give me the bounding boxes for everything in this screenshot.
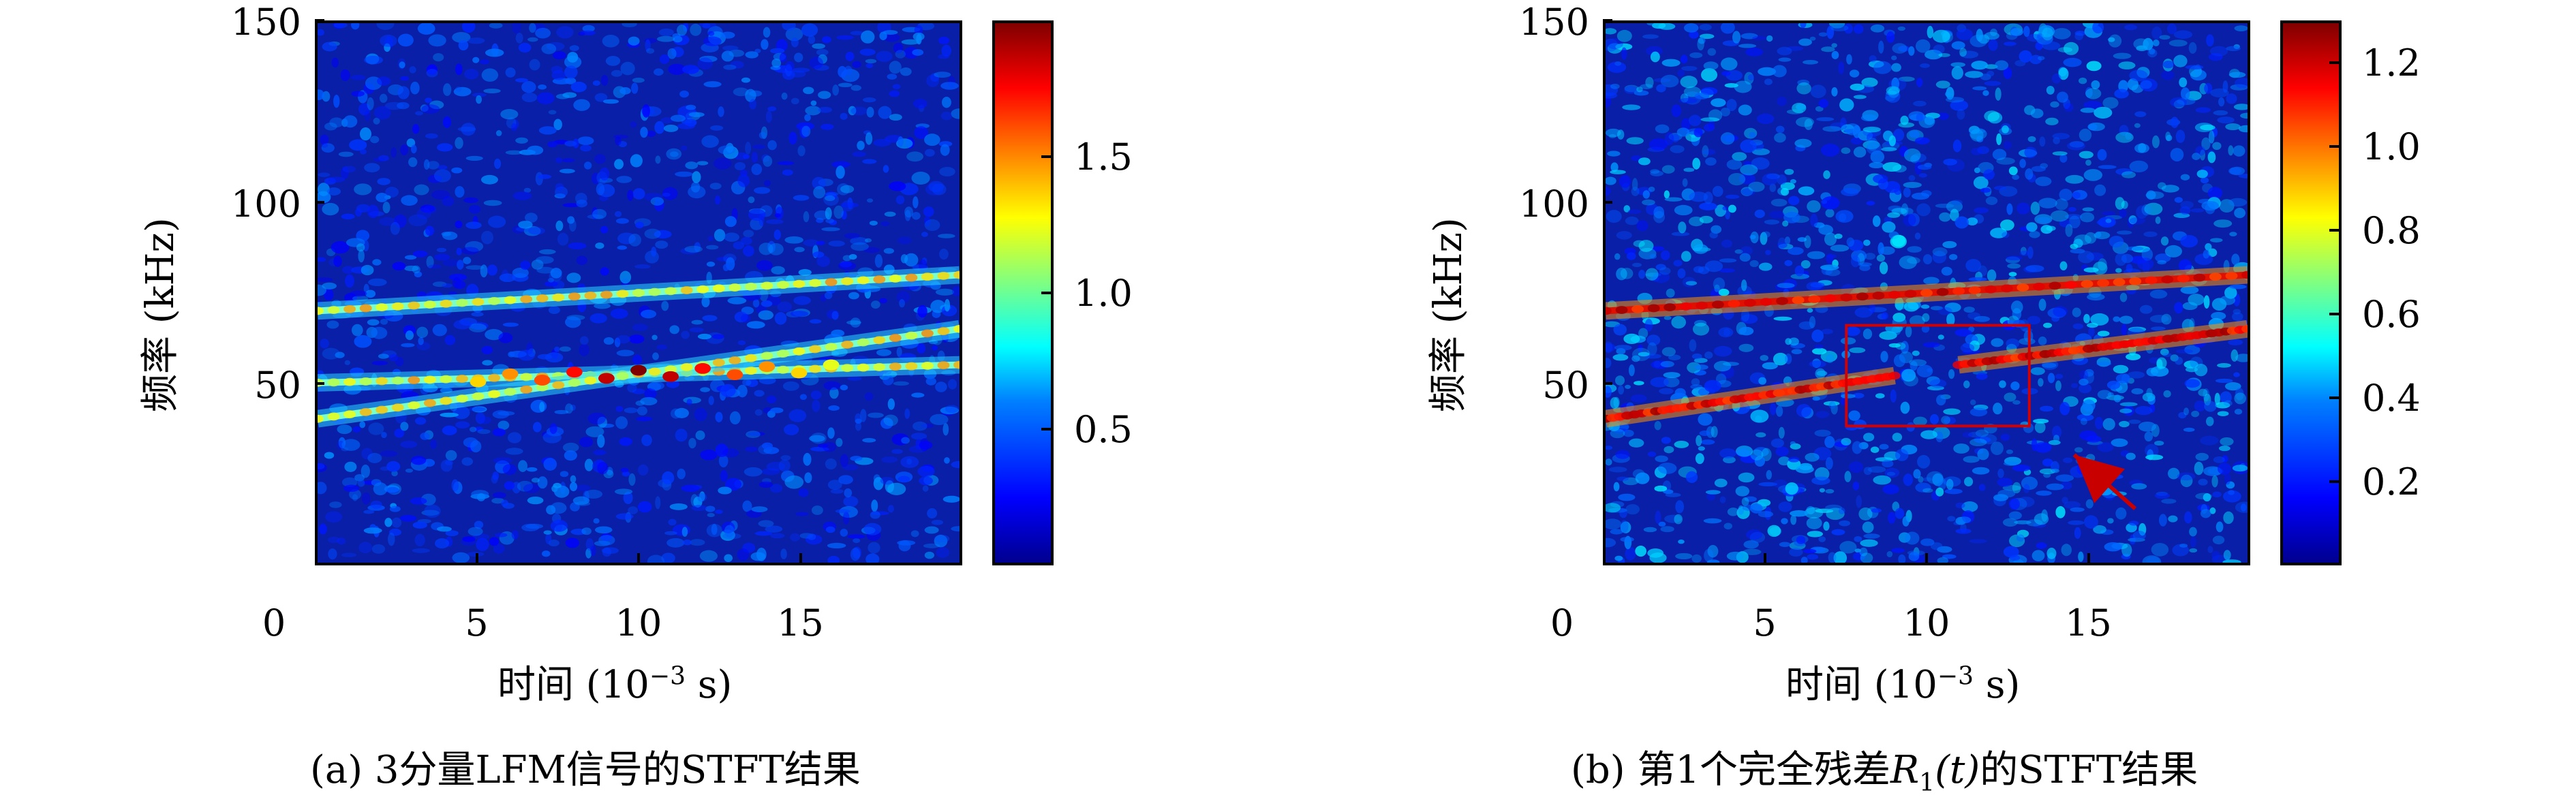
y-tick-mark bbox=[315, 19, 324, 22]
colorbar-tick-mark bbox=[1041, 155, 1051, 158]
x-axis-label-b-exp: −3 bbox=[1937, 662, 1974, 691]
colorbar-tick-label: 1.0 bbox=[1074, 272, 1133, 315]
spectrogram-plot-b bbox=[1603, 20, 2250, 565]
noise-texture bbox=[318, 23, 960, 563]
y-tick-label: 50 bbox=[254, 364, 301, 407]
colorbar-tick-mark bbox=[2329, 228, 2339, 232]
caption-b-sub: 1 bbox=[1919, 769, 1935, 797]
x-tick-mark bbox=[1925, 553, 1928, 563]
colorbar-tick-label: 0.4 bbox=[2362, 376, 2421, 420]
x-axis-label-a-prefix: 时间 (10 bbox=[497, 663, 649, 707]
colorbar-tick-label: 1.0 bbox=[2362, 125, 2421, 168]
y-tick-label: 50 bbox=[1542, 364, 1589, 407]
colorbar-tick-mark bbox=[2329, 61, 2339, 64]
x-tick-label: 10 bbox=[615, 601, 662, 644]
x-axis-label-b-prefix: 时间 (10 bbox=[1785, 663, 1937, 707]
series-line-1 bbox=[318, 266, 960, 320]
x-tick-label: 5 bbox=[1753, 601, 1777, 644]
chart-panel-b: 0.2 0.4 0.6 0.8 1.0 1.2 50 100 150 0 5 10 15 频率 (k… bbox=[1288, 0, 2576, 797]
x-axis-label-a: 时间 (10−3 s) bbox=[497, 654, 732, 709]
x-tick-label: 10 bbox=[1903, 601, 1950, 644]
y-axis-label-b: 频率 (kHz) bbox=[1426, 217, 1471, 412]
highlight-box bbox=[1845, 324, 2031, 428]
series-line-1 bbox=[1606, 266, 2248, 320]
x-axis-label-b: 时间 (10−3 s) bbox=[1785, 654, 2020, 709]
y-tick-mark bbox=[315, 382, 324, 386]
x-tick-label: 15 bbox=[2065, 601, 2112, 644]
x-tick-label: 5 bbox=[465, 601, 489, 644]
series-line-3 bbox=[1952, 320, 2248, 374]
y-axis-label-a: 频率 (kHz) bbox=[138, 217, 183, 412]
y-tick-mark bbox=[1603, 200, 1612, 204]
chart-panel-a: 0.5 1.0 1.5 50 100 150 0 5 10 15 频率 (kHz) 时间 (1… bbox=[0, 0, 1288, 795]
y-tick-label: 100 bbox=[230, 182, 301, 225]
caption-b: (b) 第1个完全残差R1(t)的STFT结果 bbox=[1571, 739, 2198, 797]
spectrogram-canvas-a bbox=[318, 23, 960, 563]
colorbar-tick-mark bbox=[2329, 312, 2339, 315]
x-tick-label: 0 bbox=[262, 601, 286, 644]
colorbar-b bbox=[2280, 20, 2342, 565]
y-tick-mark bbox=[1603, 19, 1612, 22]
x-tick-label: 0 bbox=[1550, 601, 1574, 644]
colorbar-tick-label: 0.8 bbox=[2362, 208, 2421, 252]
colorbar-tick-label: 0.6 bbox=[2362, 292, 2421, 336]
annotation-arrow bbox=[2072, 453, 2137, 511]
y-tick-mark bbox=[1603, 382, 1612, 386]
spectrogram-canvas-b bbox=[1606, 23, 2248, 563]
colorbar-tick-mark bbox=[2329, 144, 2339, 148]
x-axis-label-b-suffix: s) bbox=[1973, 663, 2021, 707]
x-tick-mark bbox=[637, 553, 640, 563]
colorbar-tick-mark bbox=[2329, 396, 2339, 399]
caption-b-var: R bbox=[1890, 748, 1920, 792]
x-axis-label-a-suffix: s) bbox=[685, 663, 733, 707]
y-tick-label: 150 bbox=[230, 1, 301, 44]
spectrogram-plot-a bbox=[315, 20, 962, 565]
intersection-hotspot bbox=[470, 359, 840, 388]
colorbar-tick-label: 0.5 bbox=[1074, 408, 1133, 451]
x-tick-mark bbox=[799, 553, 802, 563]
y-tick-label: 150 bbox=[1518, 1, 1589, 44]
x-tick-label: 15 bbox=[777, 601, 824, 644]
y-tick-mark bbox=[315, 200, 324, 204]
caption-a: (a) 3分量LFM信号的STFT结果 bbox=[310, 748, 861, 792]
x-tick-mark bbox=[2087, 553, 2090, 563]
x-axis-label-a-exp: −3 bbox=[649, 662, 686, 691]
x-tick-mark bbox=[475, 553, 478, 563]
caption-b-arg: (t) bbox=[1935, 748, 1980, 792]
colorbar-tick-label: 1.2 bbox=[2362, 41, 2421, 84]
y-tick-label: 100 bbox=[1518, 182, 1589, 225]
caption-b-prefix: (b) 第1个完全残差 bbox=[1571, 748, 1890, 792]
colorbar-tick-mark bbox=[1041, 428, 1051, 431]
colorbar-tick-label: 0.2 bbox=[2362, 460, 2421, 503]
colorbar-tick-mark bbox=[1041, 292, 1051, 294]
colorbar-tick-label: 1.5 bbox=[1074, 136, 1133, 178]
colorbar-tick-mark bbox=[2329, 480, 2339, 483]
x-tick-mark bbox=[1763, 553, 1766, 563]
caption-b-suffix: 的STFT结果 bbox=[1980, 748, 2198, 792]
